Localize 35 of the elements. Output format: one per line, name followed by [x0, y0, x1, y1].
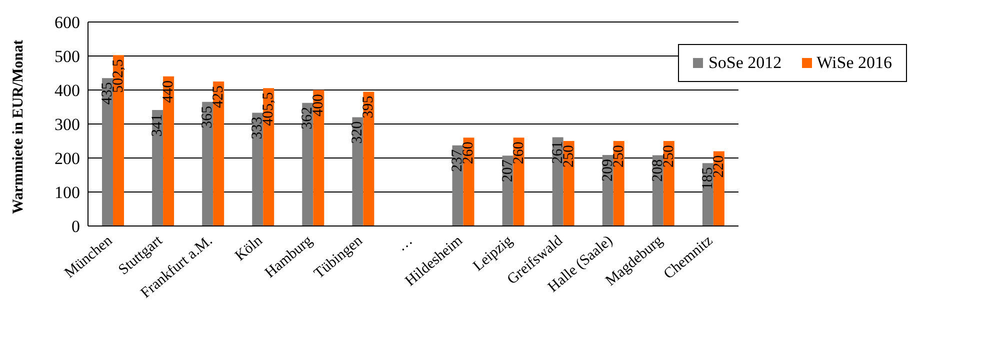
bar [202, 102, 214, 226]
data-label: 260 [510, 142, 527, 164]
bar [163, 76, 174, 226]
y-tick-label: 500 [54, 47, 80, 66]
y-tick-label: 600 [54, 13, 80, 32]
y-tick-label: 200 [54, 149, 80, 168]
bar [152, 110, 164, 226]
bar [263, 88, 274, 226]
data-label: 395 [360, 96, 377, 118]
data-label: 425 [210, 86, 227, 108]
y-tick-label: 0 [72, 217, 80, 236]
x-tick-label: Köln [232, 232, 266, 264]
data-label: 320 [350, 121, 366, 144]
data-label: 440 [160, 80, 177, 103]
bar [313, 90, 324, 226]
legend-label: SoSe 2012 [707, 53, 782, 73]
bar [213, 82, 224, 226]
legend-label: WiSe 2016 [816, 53, 892, 73]
bar [452, 145, 464, 226]
data-label: 341 [150, 114, 166, 137]
bar [363, 92, 374, 226]
y-tick-label: 300 [54, 115, 80, 134]
bar [613, 141, 624, 226]
bar [113, 55, 124, 226]
bar [352, 117, 364, 226]
data-label: 365 [200, 106, 216, 128]
y-tick-label: 400 [54, 81, 80, 100]
y-axis-title: Warmmiete in EUR/Monat [10, 40, 26, 214]
bar [102, 78, 114, 226]
y-tick-label: 100 [54, 183, 80, 202]
bar [663, 141, 674, 226]
bar [252, 112, 264, 226]
bar [563, 141, 574, 226]
bar [552, 137, 564, 226]
bar [302, 102, 314, 226]
